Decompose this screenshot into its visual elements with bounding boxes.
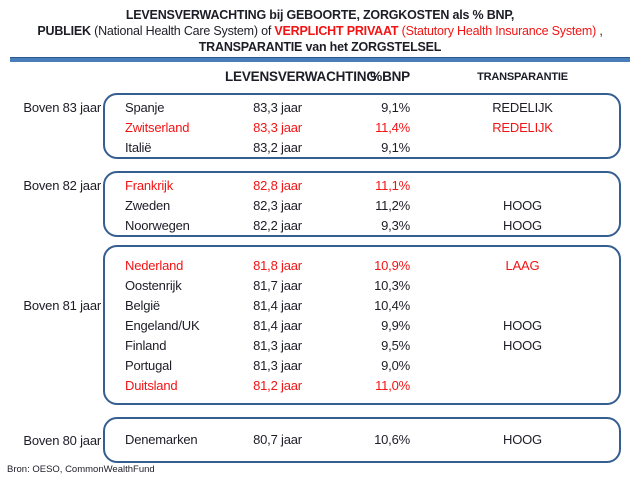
transparency-value: LAAG <box>505 257 540 273</box>
title-national: (National Health Care System) of <box>90 24 275 38</box>
life-expectancy-value: 81,8 jaar <box>253 257 302 273</box>
life-expectancy-value: 82,2 jaar <box>253 217 302 233</box>
country-name: Denemarken <box>125 431 198 447</box>
group-box-boven-80-jaar: Denemarken 80,7 jaar 10,6% HOOG <box>103 417 621 463</box>
country-name: Nederland <box>125 257 184 273</box>
slide-title: LEVENSVERWACHTING bij GEBOORTE, ZORGKOST… <box>0 7 640 55</box>
table-row: Duitsland 81,2 jaar 11,0% <box>105 375 619 395</box>
gdp-percent-value: 9,5% <box>381 337 410 353</box>
table-row: Zweden 82,3 jaar 11,2% HOOG <box>105 195 619 215</box>
life-expectancy-value: 81,7 jaar <box>253 277 302 293</box>
life-expectancy-value: 81,3 jaar <box>253 337 302 353</box>
gdp-percent-value: 11,1% <box>375 177 410 193</box>
title-line-2: PUBLIEK (National Health Care System) of… <box>0 23 640 39</box>
group-label-boven-80-jaar: Boven 80 jaar <box>23 433 101 448</box>
gdp-percent-value: 9,0% <box>381 357 410 373</box>
transparency-value: HOOG <box>503 337 542 353</box>
gdp-percent-value: 11,2% <box>375 197 410 213</box>
table-row: Oostenrijk 81,7 jaar 10,3% <box>105 275 619 295</box>
life-expectancy-value: 81,2 jaar <box>253 377 302 393</box>
country-name: Noorwegen <box>125 217 190 233</box>
country-name: Portugal <box>125 357 172 373</box>
group-box-boven-83-jaar: Spanje 83,3 jaar 9,1% REDELIJK Zwitserla… <box>103 93 621 159</box>
title-line-3: TRANSPARANTIE van het ZORGSTELSEL <box>198 40 442 54</box>
life-expectancy-value: 82,3 jaar <box>253 197 302 213</box>
table-row: Zwitserland 83,3 jaar 11,4% REDELIJK <box>105 117 619 137</box>
country-name: Frankrijk <box>125 177 174 193</box>
column-header-transparantie: TRANSPARANTIE <box>477 70 568 83</box>
life-expectancy-value: 83,2 jaar <box>253 139 302 155</box>
title-line-1: LEVENSVERWACHTING bij GEBOORTE, ZORGKOST… <box>125 8 515 22</box>
transparency-value: HOOG <box>503 197 542 213</box>
life-expectancy-value: 80,7 jaar <box>253 431 302 447</box>
gdp-percent-value: 10,9% <box>374 257 410 273</box>
group-label-boven-81-jaar: Boven 81 jaar <box>23 298 101 313</box>
table-header-row: LEVENSVERWACHTING %BNP TRANSPARANTIE <box>103 69 640 84</box>
group-box-boven-81-jaar: Nederland 81,8 jaar 10,9% LAAG Oostenrij… <box>103 245 621 405</box>
title-verplicht-privaat: VERPLICHT PRIVAAT <box>274 24 399 38</box>
country-name: Spanje <box>125 99 165 115</box>
life-expectancy-value: 82,8 jaar <box>253 177 302 193</box>
country-name: Duitsland <box>125 377 178 393</box>
title-publiek: PUBLIEK <box>37 24 91 38</box>
table-row: Portugal 81,3 jaar 9,0% <box>105 355 619 375</box>
country-name: Engeland/UK <box>125 317 200 333</box>
transparency-value: HOOG <box>503 317 542 333</box>
column-header-levensverwachting: LEVENSVERWACHTING <box>225 69 377 84</box>
life-expectancy-value: 83,3 jaar <box>253 119 302 135</box>
table-row: Spanje 83,3 jaar 9,1% REDELIJK <box>105 97 619 117</box>
column-header-bnp: %BNP <box>370 69 410 84</box>
title-statutory: (Statutory Health Insurance System) <box>398 24 597 38</box>
country-name: Zweden <box>125 197 171 213</box>
group-label-boven-82-jaar: Boven 82 jaar <box>23 178 101 193</box>
group-box-boven-82-jaar: Frankrijk 82,8 jaar 11,1% Zweden 82,3 ja… <box>103 171 621 237</box>
country-name: Zwitserland <box>125 119 190 135</box>
transparency-value: HOOG <box>503 217 542 233</box>
gdp-percent-value: 10,3% <box>374 277 410 293</box>
table-row: Italië 83,2 jaar 9,1% <box>105 137 619 157</box>
life-expectancy-value: 81,4 jaar <box>253 297 302 313</box>
table-row: Noorwegen 82,2 jaar 9,3% HOOG <box>105 215 619 235</box>
transparency-value: REDELIJK <box>492 99 553 115</box>
gdp-percent-value: 11,4% <box>375 119 410 135</box>
life-expectancy-value: 83,3 jaar <box>253 99 302 115</box>
life-expectancy-value: 81,4 jaar <box>253 317 302 333</box>
transparency-value: REDELIJK <box>492 119 553 135</box>
table-row: Engeland/UK 81,4 jaar 9,9% HOOG <box>105 315 619 335</box>
group-label-boven-83-jaar: Boven 83 jaar <box>23 100 101 115</box>
country-name: Finland <box>125 337 167 353</box>
gdp-percent-value: 9,9% <box>381 317 410 333</box>
life-expectancy-value: 81,3 jaar <box>253 357 302 373</box>
title-comma: , <box>596 24 603 38</box>
table-row: Nederland 81,8 jaar 10,9% LAAG <box>105 255 619 275</box>
gdp-percent-value: 10,6% <box>374 431 410 447</box>
gdp-percent-value: 11,0% <box>375 377 410 393</box>
country-name: Italië <box>125 139 152 155</box>
divider-rule <box>10 57 630 62</box>
table-row: Frankrijk 82,8 jaar 11,1% <box>105 175 619 195</box>
country-name: België <box>125 297 160 313</box>
source-note: Bron: OESO, CommonWealthFund <box>7 464 155 475</box>
table-row: Finland 81,3 jaar 9,5% HOOG <box>105 335 619 355</box>
table-row: Denemarken 80,7 jaar 10,6% HOOG <box>105 429 619 449</box>
gdp-percent-value: 10,4% <box>374 297 410 313</box>
gdp-percent-value: 9,1% <box>381 139 410 155</box>
transparency-value: HOOG <box>503 431 542 447</box>
gdp-percent-value: 9,1% <box>381 99 410 115</box>
country-name: Oostenrijk <box>125 277 182 293</box>
gdp-percent-value: 9,3% <box>381 217 410 233</box>
table-row: België 81,4 jaar 10,4% <box>105 295 619 315</box>
